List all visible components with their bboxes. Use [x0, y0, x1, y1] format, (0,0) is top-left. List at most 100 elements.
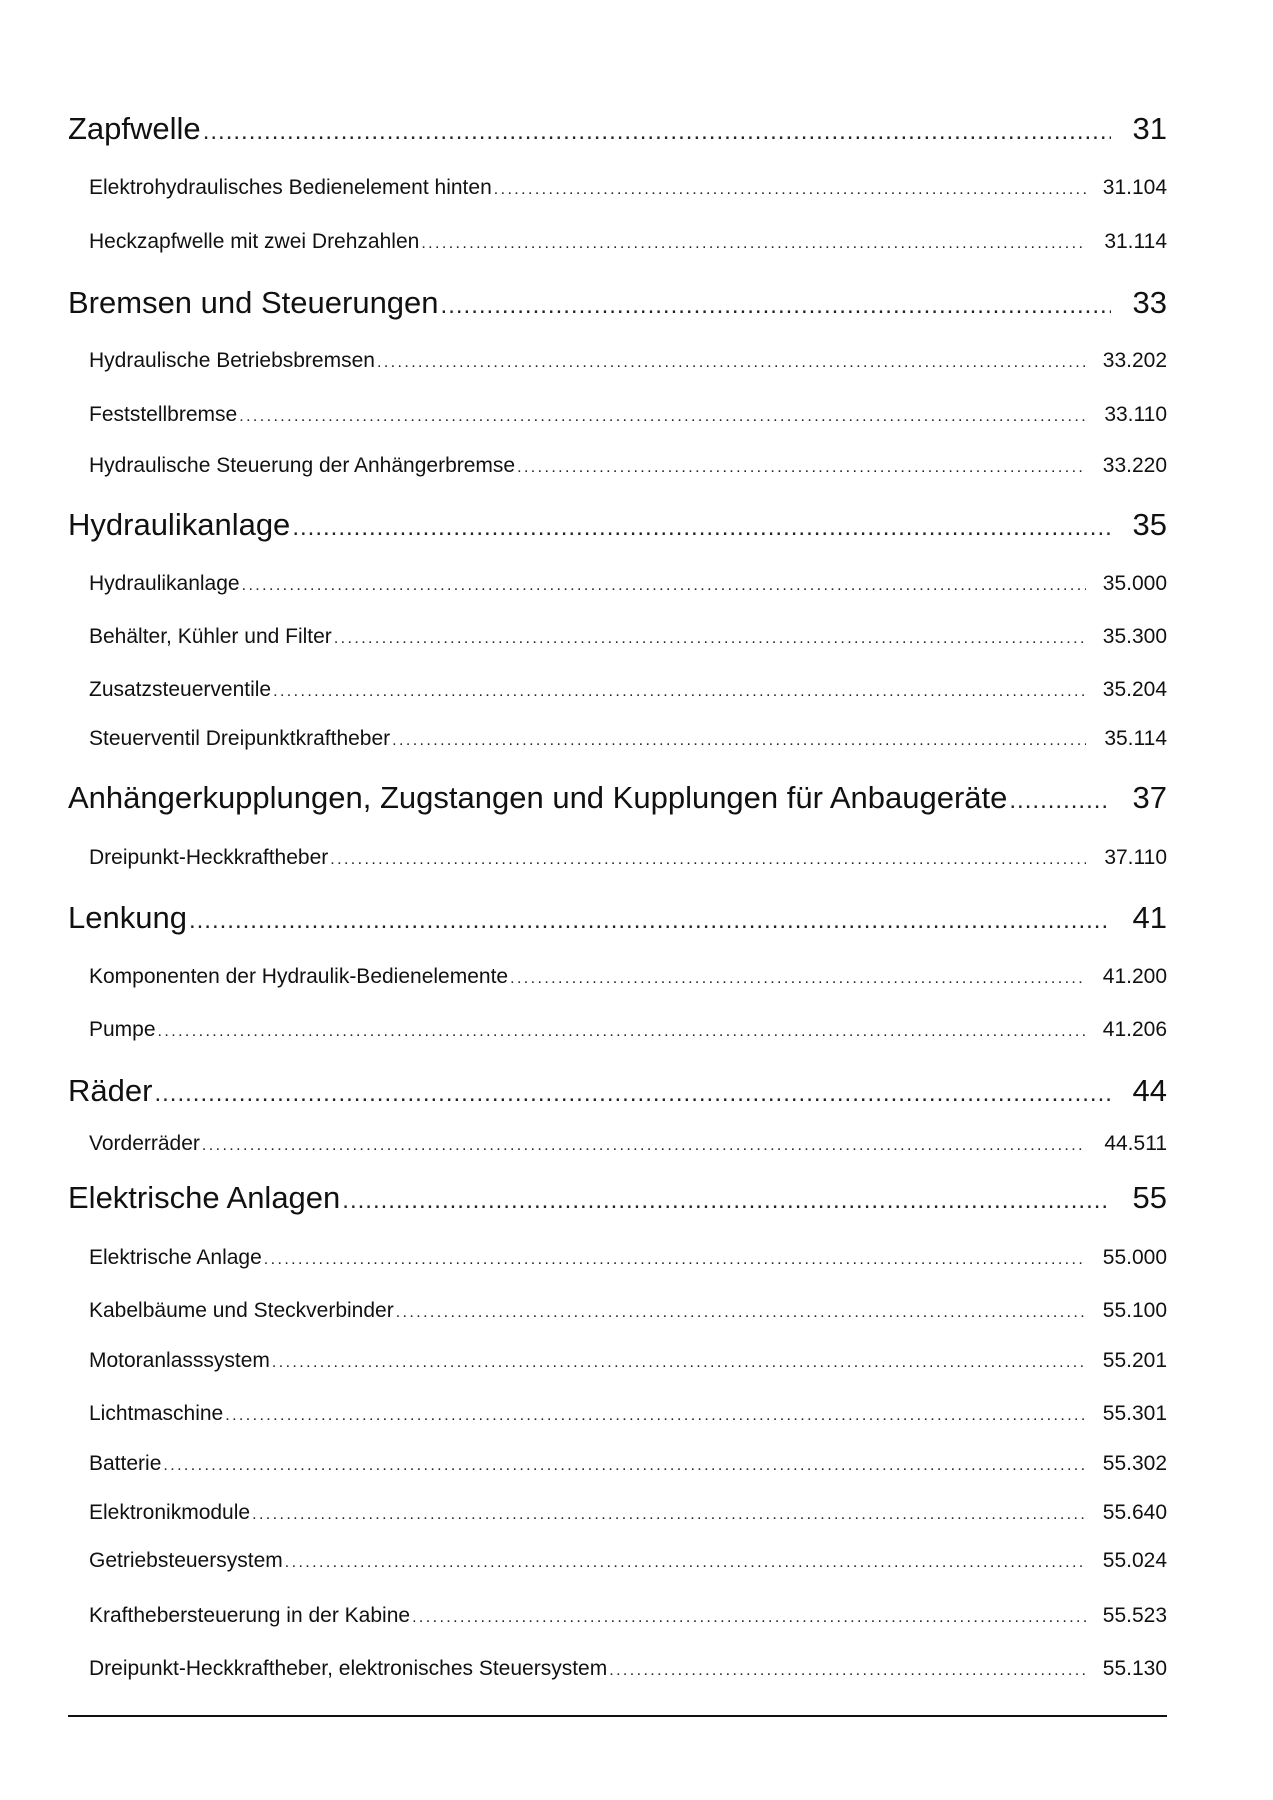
dot-leader: ........................................… [395, 1304, 1086, 1321]
toc-page-number: 55.000 [1102, 1246, 1167, 1269]
toc-title: Pumpe [89, 1018, 156, 1041]
toc-entry[interactable]: Hydraulische Betriebsbremsen............… [89, 349, 1167, 377]
footer-rule [68, 1715, 1167, 1717]
toc-entry[interactable]: Dreipunkt-Heckkraftheber, elektronisches… [89, 1657, 1167, 1685]
toc-entry[interactable]: Behälter, Kühler und Filter.............… [89, 625, 1167, 653]
dot-leader: ........................................… [284, 1554, 1086, 1571]
toc-page-number: 35.204 [1102, 678, 1167, 701]
dot-leader: ........................................… [163, 1457, 1086, 1474]
dot-leader: ........................................… [412, 1609, 1086, 1626]
toc-entry[interactable]: Elektrische Anlage......................… [89, 1246, 1167, 1274]
toc-title: Kabelbäume und Steckverbinder [89, 1299, 394, 1322]
toc-page-number: 44 [1132, 1073, 1167, 1108]
toc-section[interactable]: Anhängerkupplungen, Zugstangen und Kuppl… [68, 780, 1167, 820]
toc-page-number: 33.110 [1104, 403, 1167, 426]
dot-leader: ........................................… [609, 1662, 1086, 1679]
toc-page-number: 37 [1132, 780, 1167, 815]
toc-title: Kraftheber­steuerung in der Kabine [89, 1604, 411, 1627]
toc-page-number: 41.206 [1102, 1018, 1167, 1041]
toc-entry[interactable]: Heckzapfwelle mit zwei Drehzahlen.......… [89, 230, 1167, 258]
toc-title: Elektrische Anlagen [68, 1180, 341, 1215]
dot-leader: ........................................… [330, 851, 1086, 868]
toc-title: Hydraulikanlage [68, 507, 291, 542]
toc-entry[interactable]: Steuerventil Dreipunktkraftheber........… [89, 727, 1167, 755]
toc-entry[interactable]: Hydraulische Steuerung der Anhängerbrems… [89, 454, 1167, 482]
toc-title: Elektrische Anlage [89, 1246, 262, 1269]
dot-leader: ........................................… [493, 181, 1086, 198]
toc-page-number: 55 [1132, 1180, 1167, 1215]
toc-page-number: 31.114 [1104, 230, 1167, 253]
toc-section[interactable]: Elektrische Anlagen.....................… [68, 1180, 1167, 1220]
toc-entry[interactable]: Lichtmaschine...........................… [89, 1402, 1167, 1430]
dot-leader: ........................................… [376, 354, 1086, 371]
toc-title: Motoranlasssystem [89, 1349, 270, 1372]
toc-page-number: 35.114 [1104, 727, 1167, 750]
toc-entry[interactable]: Kraftheber­steuerung in der Kabine......… [89, 1604, 1167, 1632]
dot-leader: ........................................… [252, 1506, 1086, 1523]
toc-entry[interactable]: Kabelbäume und Steckverbinder...........… [89, 1299, 1167, 1327]
toc-entry[interactable]: Getriebsteuersystem.....................… [89, 1549, 1167, 1577]
toc-entry[interactable]: Batterie................................… [89, 1452, 1167, 1480]
dot-leader: ........................................… [517, 459, 1086, 476]
dot-leader: ........................................… [342, 1187, 1111, 1214]
toc-title: Hydraulikanlage [89, 572, 240, 595]
toc-entry[interactable]: Elektrohydraulisches Bedienelement hinte… [89, 176, 1167, 204]
toc-section[interactable]: Räder...................................… [68, 1073, 1167, 1113]
dot-leader: ........................................… [157, 1023, 1086, 1040]
toc-entry[interactable]: Motoranlasssystem.......................… [89, 1349, 1167, 1377]
toc-title: Dreipunkt-Heckkraftheber, elektronisches… [89, 1657, 608, 1680]
toc-page-number: 35.300 [1102, 625, 1167, 648]
toc-title: Räder [68, 1073, 153, 1108]
toc-page-number: 35.000 [1102, 572, 1167, 595]
toc-title: Hydraulische Betriebsbremsen [89, 349, 375, 372]
toc-title: Batterie [89, 1452, 162, 1475]
dot-leader: ........................................… [421, 235, 1086, 252]
toc-title: Zapfwelle [68, 111, 201, 146]
dot-leader: ........................................… [292, 514, 1111, 541]
toc-entry[interactable]: Komponenten der Hydraulik-Bedienelemente… [89, 965, 1167, 993]
toc-title: Lichtmaschine [89, 1402, 224, 1425]
toc-title: Vorderräder [89, 1132, 200, 1155]
dot-leader: ........................................… [202, 118, 1111, 145]
toc-page-number: 33.202 [1102, 349, 1167, 372]
toc-page-number: 44.511 [1104, 1132, 1167, 1155]
dot-leader: ........................................… [188, 907, 1111, 934]
toc-title: Getriebsteuersystem [89, 1549, 283, 1572]
toc-entry[interactable]: Feststellbremse.........................… [89, 403, 1167, 431]
toc-title: Lenkung [68, 900, 187, 935]
dot-leader: ........................................… [271, 1354, 1086, 1371]
toc-page-number: 41.200 [1102, 965, 1167, 988]
toc-page-number: 37.110 [1104, 846, 1167, 869]
dot-leader: ........................................… [1009, 787, 1111, 814]
toc-section[interactable]: Bremsen und Steuerungen.................… [68, 285, 1167, 325]
toc-page-number: 55.100 [1102, 1299, 1167, 1322]
toc-title: Elektrohydraulisches Bedienelement hinte… [89, 176, 492, 199]
toc-page-number: 55.640 [1102, 1501, 1167, 1524]
toc-title: Feststellbremse [89, 403, 238, 426]
toc-section[interactable]: Hydraulikanlage.........................… [68, 507, 1167, 547]
toc-section[interactable]: Zapfwelle...............................… [68, 111, 1167, 151]
toc-page-number: 55.024 [1102, 1549, 1167, 1572]
toc-entry[interactable]: Elektronikmodule........................… [89, 1501, 1167, 1529]
toc-entry[interactable]: Vorderräder.............................… [89, 1132, 1167, 1160]
toc-page-number: 35 [1132, 507, 1167, 542]
toc-title: Komponenten der Hydraulik-Bedienelemente [89, 965, 509, 988]
toc-title: Anhängerkupplungen, Zugstangen und Kuppl… [68, 780, 1008, 815]
toc-title: Behälter, Kühler und Filter [89, 625, 332, 648]
dot-leader: ........................................… [154, 1080, 1111, 1107]
toc-page-number: 33 [1132, 285, 1167, 320]
dot-leader: ........................................… [263, 1251, 1086, 1268]
dot-leader: ........................................… [392, 732, 1086, 749]
toc-page-number: 55.523 [1102, 1604, 1167, 1627]
toc-page-number: 55.302 [1102, 1452, 1167, 1475]
dot-leader: ........................................… [201, 1137, 1086, 1154]
toc-page-number: 31.104 [1102, 176, 1167, 199]
toc-section[interactable]: Lenkung.................................… [68, 900, 1167, 940]
dot-leader: ........................................… [510, 970, 1086, 987]
toc-entry[interactable]: Pumpe...................................… [89, 1018, 1167, 1046]
toc-entry[interactable]: Hydraulikanlage.........................… [89, 572, 1167, 600]
dot-leader: ........................................… [440, 292, 1111, 319]
toc-entry[interactable]: Zusatzsteuerventile.....................… [89, 678, 1167, 706]
toc-entry[interactable]: Dreipunkt-Heckkraftheber................… [89, 846, 1167, 874]
toc-page-number: 33.220 [1102, 454, 1167, 477]
